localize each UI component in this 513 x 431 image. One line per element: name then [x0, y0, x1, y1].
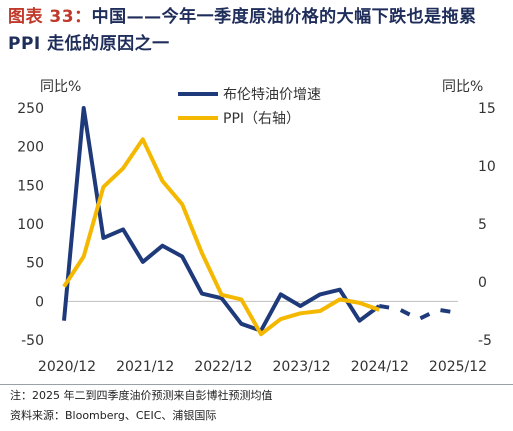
- footer-divider: [0, 384, 513, 385]
- legend-label-ppi: PPI（右轴）: [223, 111, 300, 127]
- left-tick-label: 200: [17, 140, 44, 156]
- left-axis-unit: 同比%: [40, 79, 81, 95]
- left-tick-label: 50: [26, 256, 44, 272]
- left-tick-label: -50: [21, 333, 44, 349]
- x-tick-label: 2023/12: [273, 359, 331, 375]
- x-tick-label: 2021/12: [116, 359, 174, 375]
- left-tick-label: 100: [17, 217, 44, 233]
- x-tick-label: 2022/12: [194, 359, 252, 375]
- figure-number: 图表 33：: [8, 7, 92, 27]
- right-tick-label: 5: [478, 217, 487, 233]
- x-tick-label: 2025/12: [429, 359, 487, 375]
- right-axis-unit: 同比%: [442, 79, 483, 95]
- series-line-1: [378, 304, 459, 322]
- left-tick-label: 150: [17, 178, 44, 194]
- x-tick-label: 2020/12: [38, 359, 96, 375]
- right-tick-label: -5: [478, 333, 492, 349]
- series-line-2: [62, 137, 380, 337]
- right-tick-label: 10: [478, 159, 496, 175]
- figure-title: 中国——今年一季度原油价格的大幅下跌也是拖累 PPI 走低的原因之一: [8, 7, 477, 54]
- footer-note: 注：2025 年二到四季度油价预测来自彭博社预测均值: [10, 389, 273, 402]
- series-line-0: [62, 106, 381, 333]
- left-tick-label: 250: [17, 101, 44, 117]
- left-tick-label: 0: [35, 294, 44, 310]
- right-tick-label: 0: [478, 275, 487, 291]
- footer-source: 资料来源：Bloomberg、CEIC、浦银国际: [10, 409, 217, 422]
- right-tick-label: 15: [478, 101, 496, 117]
- x-tick-label: 2024/12: [351, 359, 409, 375]
- chart-title: 图表 33：中国——今年一季度原油价格的大幅下跌也是拖累 PPI 走低的原因之一: [8, 4, 508, 58]
- legend-label-brent: 布伦特油价增速: [223, 87, 321, 103]
